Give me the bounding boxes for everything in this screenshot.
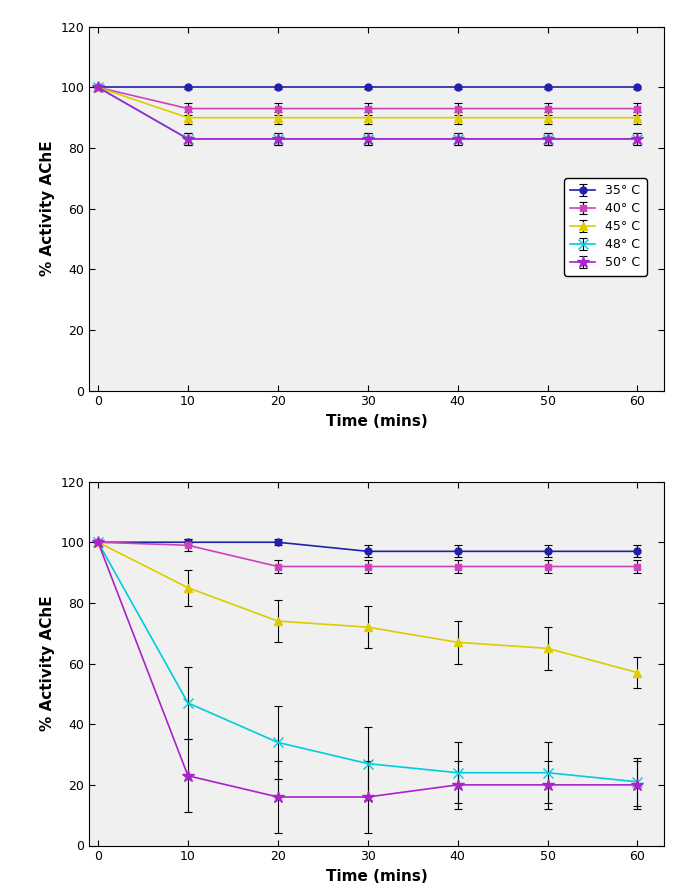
Y-axis label: % Activity AChE: % Activity AChE (40, 141, 55, 277)
Y-axis label: % Activity AChE: % Activity AChE (40, 595, 55, 732)
X-axis label: Time (mins): Time (mins) (326, 869, 427, 884)
Legend: 35° C, 40° C, 45° C, 48° C, 50° C: 35° C, 40° C, 45° C, 48° C, 50° C (564, 178, 647, 276)
X-axis label: Time (mins): Time (mins) (326, 414, 427, 429)
